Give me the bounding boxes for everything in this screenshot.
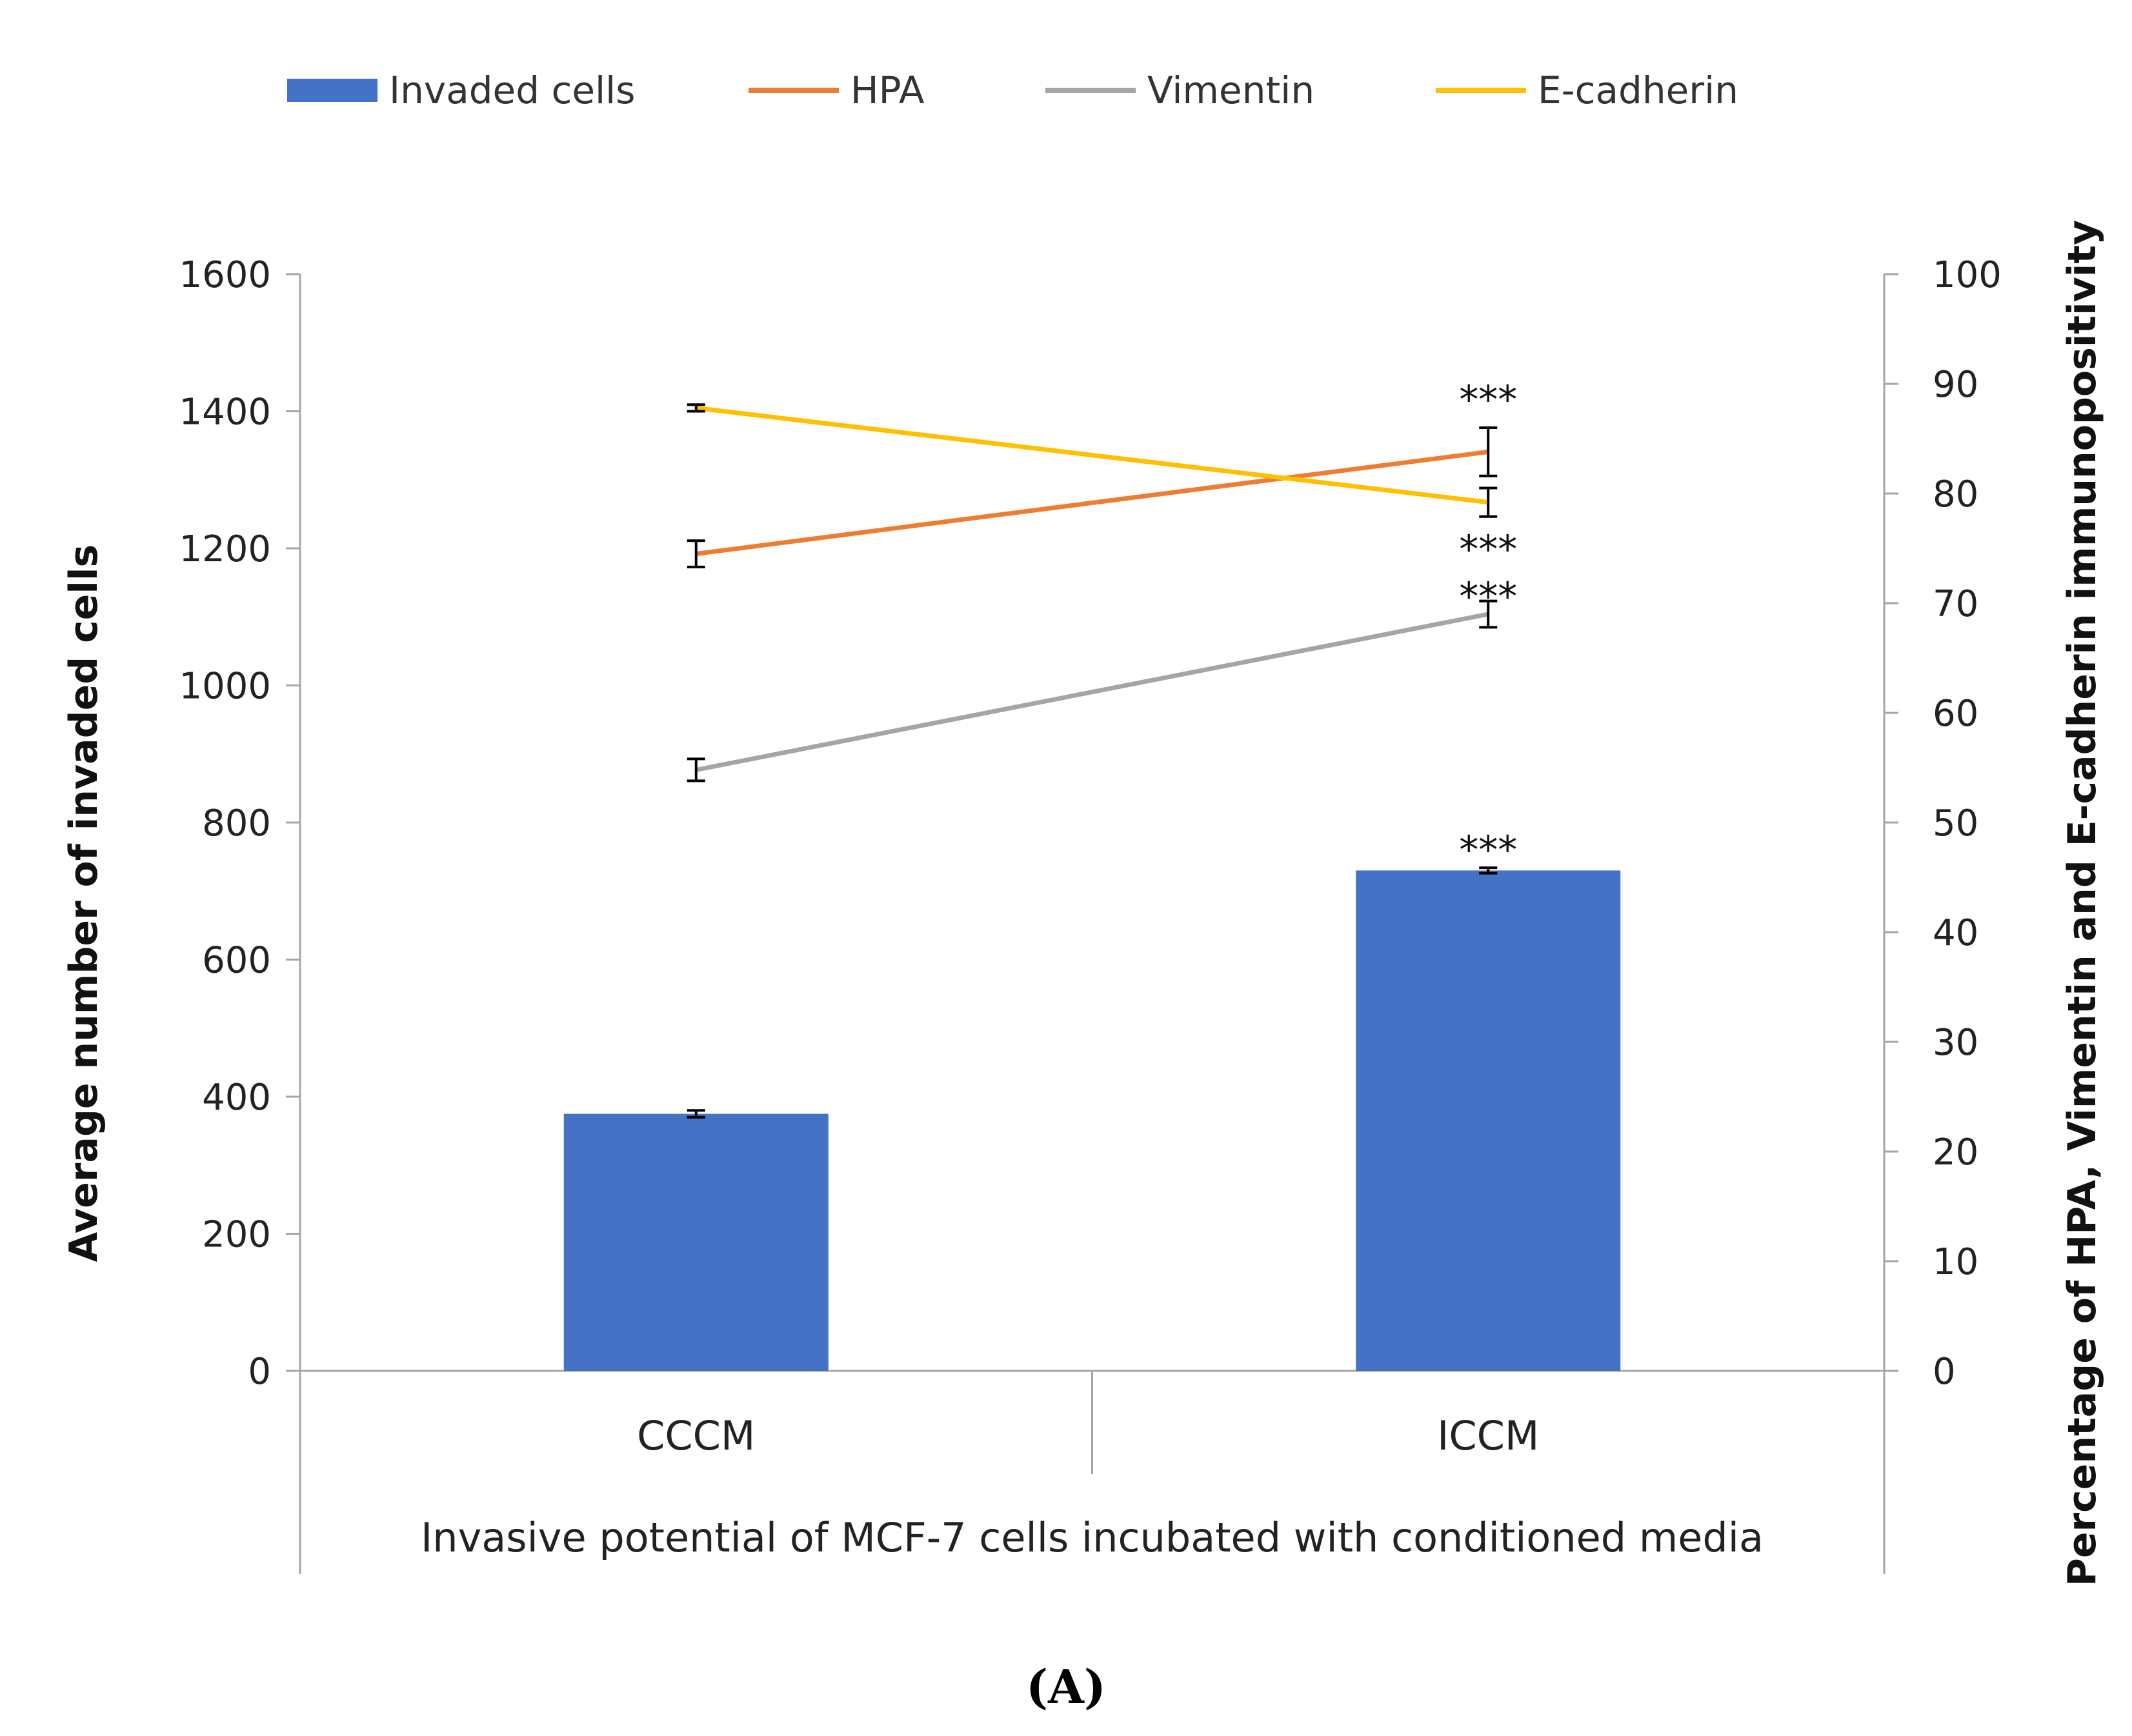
right-tick-label: 30 xyxy=(1933,1022,1978,1064)
line-error-bar-hpa xyxy=(1479,426,1498,477)
right-tick-label: 100 xyxy=(1933,254,2002,296)
significance-marker: *** xyxy=(1459,527,1517,572)
left-tick-label: 800 xyxy=(202,803,271,844)
right-y-axis-title: Percentage of HPA, Vimentin and E-cadher… xyxy=(2060,220,2105,1586)
line-error-bar-vimentin xyxy=(687,757,705,783)
x-tick-label: ICCM xyxy=(1437,1412,1539,1459)
bar-invaded-cells-iccm xyxy=(1356,870,1621,1371)
line-vimentin xyxy=(696,612,1489,772)
bar-error-bar xyxy=(1479,866,1498,875)
right-tick-label: 50 xyxy=(1933,803,1978,844)
legend: Invaded cells HPA Vimentin E-cadherin xyxy=(287,68,1738,112)
line-error-bar-vimentin xyxy=(1479,599,1498,629)
right-tick-label: 80 xyxy=(1933,474,1978,515)
left-tick-label: 1600 xyxy=(179,254,271,296)
bars xyxy=(563,866,1621,1371)
x-tick-label: CCCM xyxy=(637,1412,755,1459)
line-error-bar-e-cadherin xyxy=(687,403,705,413)
significance-marker: *** xyxy=(1459,574,1517,619)
right-tick-label: 90 xyxy=(1933,364,1978,406)
labels: CCCM ICCM Invasive potential of MCF-7 cell… xyxy=(61,220,2105,1714)
panel-label: (A) xyxy=(1026,1659,1106,1714)
x-axis-title: Invasive potential of MCF-7 cells incuba… xyxy=(421,1514,1764,1561)
legend-swatch-invaded-cells xyxy=(287,79,377,102)
line-hpa xyxy=(696,449,1489,556)
right-tick-label: 10 xyxy=(1933,1241,1978,1283)
right-tick-label: 0 xyxy=(1933,1351,1956,1393)
axes: 0 200 400 600 800 1000 1200 1400 1600 0 10 20 30 40 50… xyxy=(179,254,2002,1574)
bar-error-bar xyxy=(687,1109,705,1119)
significance-marker: *** xyxy=(1459,377,1517,423)
left-tick-label: 200 xyxy=(202,1214,271,1256)
lines xyxy=(687,403,1498,783)
left-y-axis-title: Average number of invaded cells xyxy=(61,544,106,1262)
left-tick-label: 400 xyxy=(202,1077,271,1119)
legend-label: Invaded cells xyxy=(389,68,636,112)
right-tick-label: 60 xyxy=(1933,693,1978,735)
left-tick-label: 1000 xyxy=(179,666,271,708)
left-tick-label: 1400 xyxy=(179,392,271,434)
left-tick-label: 0 xyxy=(248,1351,271,1393)
line-error-bar-e-cadherin xyxy=(1479,486,1498,518)
line-e-cadherin xyxy=(696,405,1489,505)
bar-invaded-cells-cccm xyxy=(563,1113,829,1371)
legend-label: E-cadherin xyxy=(1538,68,1738,112)
line-error-bar-hpa xyxy=(687,539,705,568)
legend-label: HPA xyxy=(850,68,925,112)
left-tick-label: 600 xyxy=(202,940,271,982)
legend-label: Vimentin xyxy=(1147,68,1314,112)
right-tick-label: 20 xyxy=(1933,1132,1978,1173)
significance-marker: *** xyxy=(1459,828,1517,873)
right-tick-label: 40 xyxy=(1933,912,1978,954)
right-tick-label: 70 xyxy=(1933,583,1978,625)
left-tick-label: 1200 xyxy=(179,528,271,570)
